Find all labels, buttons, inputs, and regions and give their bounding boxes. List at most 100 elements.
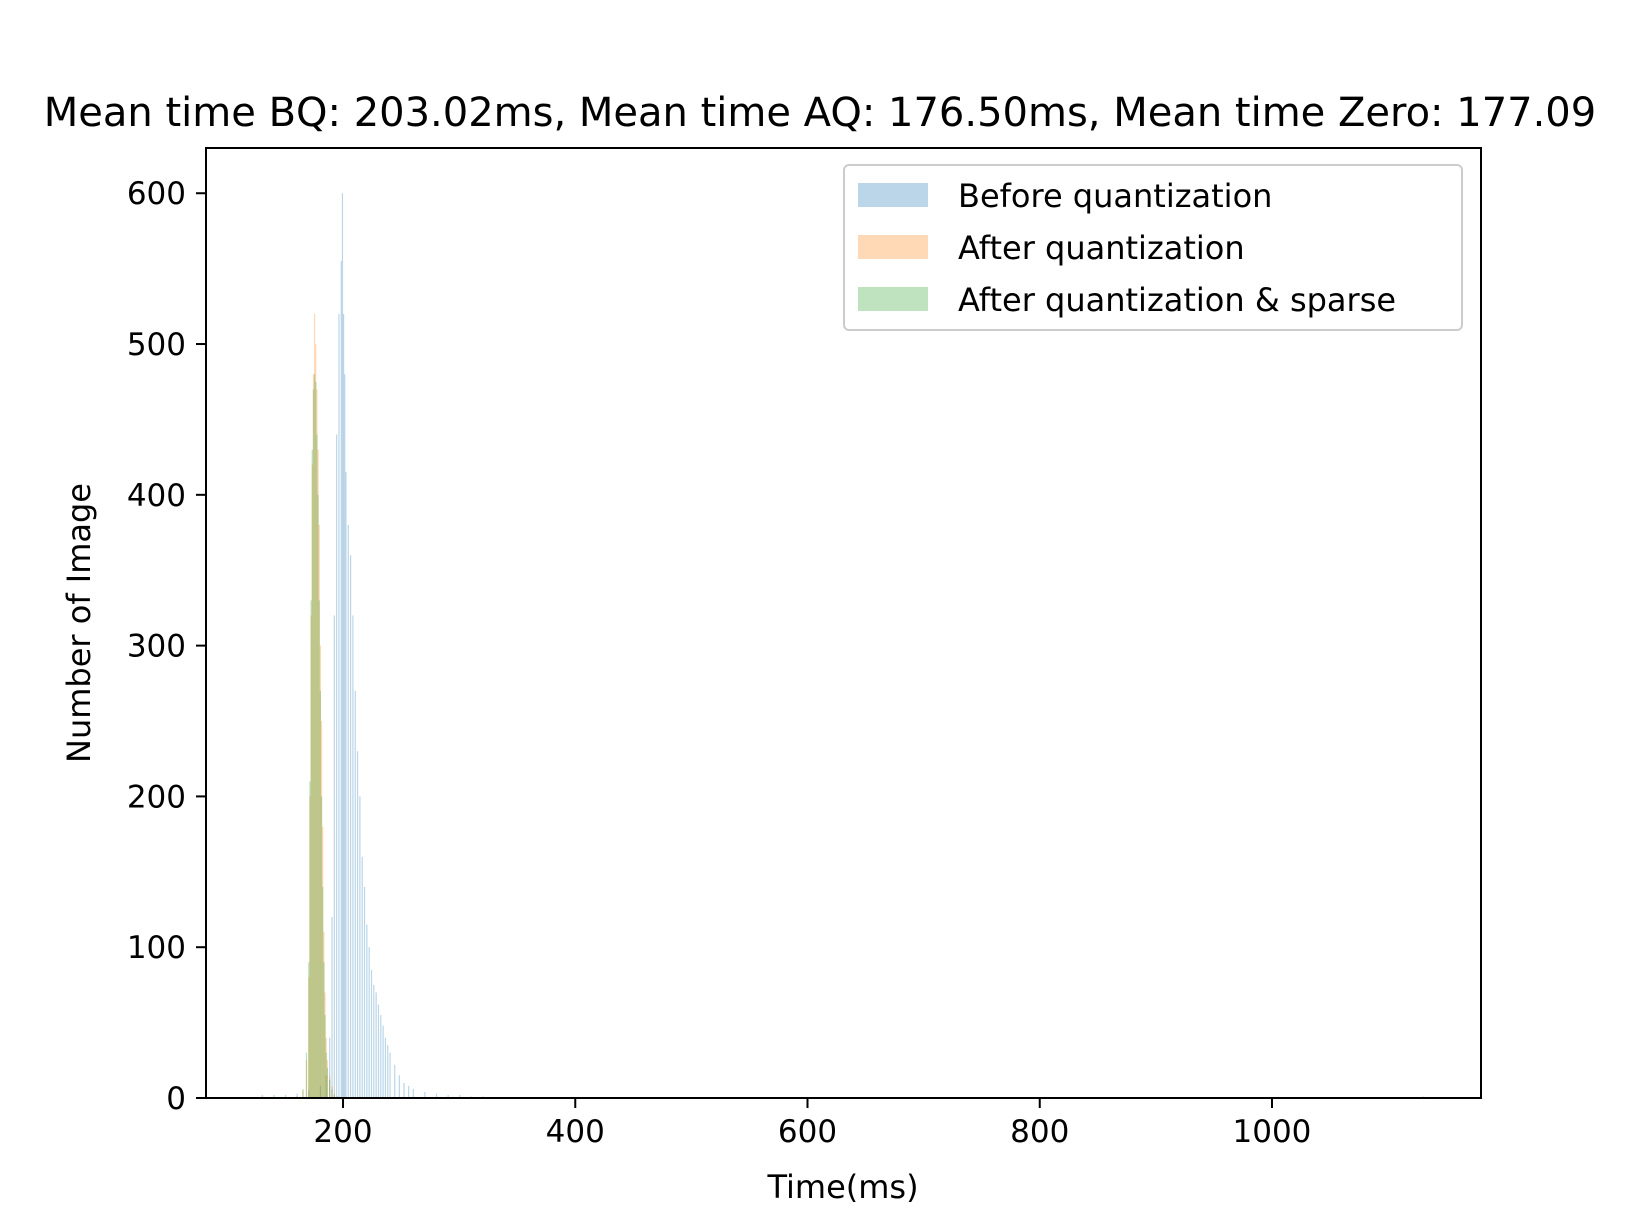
histogram-bar [319, 645, 321, 1098]
histogram-bar [320, 721, 323, 1098]
histogram-bar [329, 1037, 331, 1098]
series-3-bars [296, 374, 339, 1099]
histogram-bar [318, 524, 320, 1098]
histogram-bar [305, 1060, 308, 1098]
histogram-bar [325, 1037, 327, 1098]
histogram-bar [356, 751, 359, 1098]
legend-swatch-after-quantization [858, 235, 928, 259]
series-1-bars [261, 193, 1425, 1099]
histogram-bar [316, 389, 318, 1098]
histogram-bar [310, 615, 312, 1098]
histogram-bar [345, 472, 347, 1099]
histogram-bar [323, 932, 325, 1098]
x-axis-ticks: 200 400 600 800 1000 [313, 1098, 1311, 1150]
x-tick-label: 800 [1010, 1114, 1069, 1150]
histogram-bar [349, 555, 352, 1098]
y-tick-label: 600 [127, 176, 186, 212]
y-tick-label: 100 [127, 930, 186, 966]
histogram-bar [329, 1075, 331, 1098]
histogram-bar [359, 796, 361, 1098]
y-tick-label: 200 [127, 779, 186, 815]
x-tick-label: 600 [778, 1114, 837, 1150]
histogram-bar [302, 1088, 304, 1098]
histogram-bar [302, 1090, 304, 1098]
histogram-bar [311, 449, 313, 1099]
histogram-bar [324, 1015, 326, 1098]
x-tick-label: 1000 [1233, 1114, 1312, 1150]
legend-label-after-quantization-sparse: After quantization & sparse [958, 281, 1396, 319]
histogram-bar [398, 1075, 400, 1098]
histogram-bar [343, 313, 345, 1098]
histogram-bar [403, 1082, 405, 1098]
histogram-bar [363, 886, 366, 1098]
histogram-bar [323, 962, 325, 1098]
histogram-bar [319, 690, 321, 1098]
histogram-bar [389, 1052, 391, 1098]
histogram-bar [305, 1052, 308, 1098]
histogram-bar [325, 1075, 327, 1098]
histogram-bar [412, 1088, 414, 1098]
histogram-bar [331, 1088, 333, 1098]
histogram-bar [313, 374, 316, 1098]
legend-frame [843, 164, 1463, 331]
histogram-bar [382, 1025, 384, 1098]
histogram-bar [317, 494, 319, 1099]
chart-title: Mean time BQ: 203.02ms, Mean time AQ: 17… [44, 90, 1596, 136]
histogram-bar [261, 1094, 263, 1098]
histogram-bar [317, 449, 319, 1099]
y-axis-label: Number of Image [60, 483, 98, 763]
histogram-bar [310, 600, 312, 1098]
histogram-bar [459, 1094, 461, 1098]
histogram-bar [361, 856, 363, 1098]
histogram-bar [373, 984, 375, 1098]
x-tick-label: 400 [546, 1114, 605, 1150]
x-axis-label: Time(ms) [766, 1168, 918, 1206]
histogram-bar [341, 193, 344, 1099]
histogram-bar [326, 1067, 328, 1098]
histogram-bar [322, 886, 324, 1098]
histogram-bar [408, 1085, 410, 1098]
y-tick-label: 0 [166, 1081, 186, 1117]
histogram-bar [387, 1045, 389, 1098]
histogram-bar [366, 924, 368, 1098]
histogram-bar [347, 524, 349, 1098]
histogram-bar [318, 600, 320, 1098]
histogram-bar [324, 992, 326, 1098]
histogram-bar [352, 615, 354, 1098]
histogram-bar [315, 344, 317, 1098]
legend: Before quantization After quantization A… [843, 164, 1463, 331]
histogram-bar [308, 962, 310, 1098]
histogram-bar [320, 796, 323, 1098]
histogram-bar [311, 464, 313, 1098]
histogram-bar [384, 1037, 387, 1098]
y-tick-label: 500 [127, 327, 186, 363]
histogram-bar [435, 1093, 438, 1098]
histogram-bar [340, 261, 342, 1099]
histogram-bar [344, 374, 346, 1098]
histogram-bar [325, 1052, 327, 1098]
plot-frame [205, 147, 1482, 1099]
histogram-bar [273, 1094, 275, 1098]
histogram-bar [319, 1085, 321, 1098]
histogram-bars [261, 193, 1425, 1099]
y-axis-ticks: 0 100 200 300 400 500 600 [127, 176, 206, 1117]
y-tick-label: 400 [127, 478, 186, 514]
histogram-bar [308, 1090, 310, 1098]
legend-label-before-quantization: Before quantization [958, 177, 1272, 215]
histogram-bar [312, 389, 315, 1098]
histogram-bar [296, 1093, 298, 1098]
histogram-bar [380, 1015, 382, 1098]
histogram-bar [424, 1091, 426, 1098]
histogram-bar [333, 615, 335, 1098]
histogram-bar [370, 969, 373, 1098]
histogram-bar [333, 1094, 335, 1098]
legend-swatch-after-quantization-sparse [858, 287, 928, 311]
histogram-bar [309, 781, 311, 1098]
histogram-bar [394, 1064, 396, 1098]
histogram-bar [308, 977, 310, 1098]
histogram-bar [333, 1093, 335, 1098]
histogram-bar [322, 826, 324, 1098]
histogram-bar [368, 947, 370, 1098]
histogram-bar [284, 1094, 287, 1098]
